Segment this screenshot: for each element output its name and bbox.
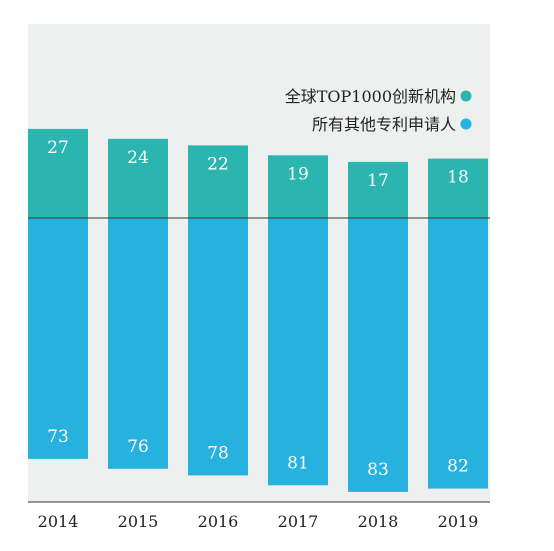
legend-item-others: 所有其他专利申请人	[312, 115, 472, 134]
data-label-others-2017: 81	[287, 453, 309, 473]
bar-top1000-2017	[268, 155, 328, 218]
legend-label-others: 所有其他专利申请人	[312, 115, 456, 134]
data-label-top1000-2018: 17	[367, 171, 389, 191]
x-axis-ticks: 2014 2015 2016 2017 2018 2019	[38, 512, 479, 531]
legend-label-top1000: 全球TOP1000创新机构	[285, 87, 456, 106]
data-label-top1000-2014: 27	[47, 138, 69, 158]
data-label-others-2014: 73	[47, 427, 69, 447]
bar-others-2014	[28, 218, 88, 459]
data-label-others-2016: 78	[207, 443, 229, 463]
data-label-top1000-2017: 19	[287, 164, 309, 184]
data-label-top1000-2015: 24	[127, 148, 149, 168]
data-label-others-2015: 76	[127, 437, 149, 457]
x-tick-label-2017: 2017	[278, 512, 319, 531]
legend-swatch-top1000	[460, 90, 472, 102]
data-label-others-2018: 83	[367, 460, 389, 480]
bars: 27 73 24 76 22 78 19 81 17 83 18 82	[28, 128, 488, 492]
bar-others-2016	[188, 218, 248, 476]
plot-background	[28, 24, 490, 502]
bar-top1000-2019	[428, 158, 488, 218]
x-tick-label-2019: 2019	[438, 512, 479, 531]
bar-others-2018	[348, 218, 408, 492]
x-tick-label-2014: 2014	[38, 512, 79, 531]
bar-top1000-2018	[348, 161, 408, 218]
x-tick-label-2016: 2016	[198, 512, 239, 531]
bar-others-2015	[108, 218, 168, 469]
legend-item-top1000: 全球TOP1000创新机构	[285, 87, 472, 106]
legend: 全球TOP1000创新机构 所有其他专利申请人	[285, 87, 472, 134]
bar-top1000-2016	[188, 145, 248, 218]
bar-others-2017	[268, 218, 328, 486]
data-label-others-2019: 82	[447, 457, 469, 477]
x-tick-label-2018: 2018	[358, 512, 399, 531]
x-tick-label-2015: 2015	[118, 512, 159, 531]
legend-swatch-others	[460, 118, 472, 130]
bar-top1000-2015	[108, 138, 168, 218]
data-label-top1000-2016: 22	[207, 154, 229, 174]
data-label-top1000-2019: 18	[447, 168, 469, 188]
bar-top1000-2014	[28, 128, 88, 218]
bar-others-2019	[428, 218, 488, 489]
